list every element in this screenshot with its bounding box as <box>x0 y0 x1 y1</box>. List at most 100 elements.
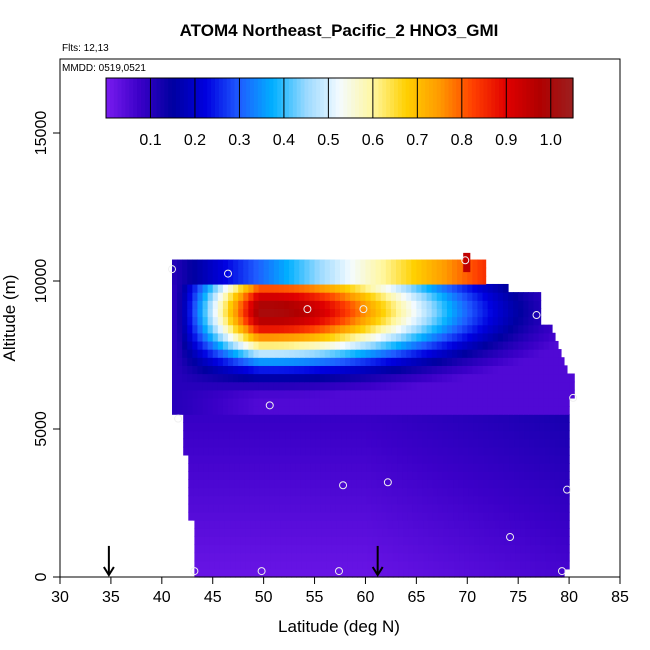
heatmap-cell <box>315 511 322 521</box>
x-tick-label: 50 <box>255 589 273 606</box>
heatmap-cell <box>554 422 561 432</box>
heatmap-cell <box>370 292 377 301</box>
heatmap-cell <box>390 300 397 309</box>
heatmap-cell <box>367 568 374 578</box>
heatmap-cell <box>253 292 260 301</box>
colorbar-segment <box>117 78 123 118</box>
heatmap-cell <box>222 267 229 277</box>
heatmap-cell <box>310 454 317 464</box>
heatmap-cell <box>514 487 520 497</box>
heatmap-cell <box>345 365 351 375</box>
heatmap-cell <box>244 495 250 505</box>
heatmap-cell <box>397 487 403 497</box>
heatmap-cell <box>291 520 297 529</box>
heatmap-cell <box>194 536 201 546</box>
heatmap-cell <box>314 340 321 350</box>
heatmap-cell <box>356 471 362 480</box>
heatmap-cell <box>478 454 485 464</box>
heatmap-cell <box>543 381 550 391</box>
heatmap-cell <box>305 422 312 432</box>
heatmap-cell <box>433 568 440 578</box>
heatmap-cell <box>376 414 383 423</box>
heatmap-cell <box>515 544 521 554</box>
heatmap-cell <box>385 349 392 358</box>
heatmap-cell <box>177 389 183 399</box>
heatmap-cell <box>365 397 372 407</box>
heatmap-cell <box>285 487 291 497</box>
heatmap-cell <box>234 479 240 489</box>
colorbar-segment <box>304 78 309 118</box>
heatmap-cell <box>432 511 439 521</box>
heatmap-cell <box>366 463 373 472</box>
heatmap-cell <box>390 275 397 285</box>
heatmap-cell <box>299 283 305 293</box>
heatmap-cell <box>306 544 313 554</box>
heatmap-cell <box>442 422 449 432</box>
heatmap-cell <box>447 471 454 480</box>
heatmap-cell <box>217 308 224 318</box>
heatmap-cell <box>208 414 215 423</box>
heatmap-cell <box>528 406 535 415</box>
heatmap-cell <box>502 373 509 383</box>
heatmap-cell <box>457 373 463 383</box>
colorbar-segment <box>425 78 430 118</box>
heatmap-cell <box>376 479 383 489</box>
heatmap-cell <box>513 373 519 383</box>
heatmap-cell <box>183 446 189 456</box>
heatmap-cell <box>442 414 449 423</box>
heatmap-cell <box>520 568 526 578</box>
heatmap-cell <box>243 332 249 342</box>
heatmap-cell <box>402 438 408 448</box>
heatmap-cell <box>442 511 449 521</box>
observation-point <box>265 401 274 410</box>
heatmap-cell <box>463 463 469 472</box>
heatmap-cell <box>278 397 285 407</box>
heatmap-cell <box>248 267 255 277</box>
heatmap-cell <box>299 340 305 350</box>
heatmap-cell <box>355 365 361 375</box>
heatmap-cell <box>499 552 506 562</box>
heatmap-cell <box>198 487 205 497</box>
heatmap-cell <box>437 446 444 456</box>
heatmap-cell <box>539 463 546 472</box>
heatmap-cell <box>371 463 378 472</box>
heatmap-cell <box>300 414 306 423</box>
heatmap-cell <box>310 446 317 456</box>
heatmap-cell <box>311 544 318 554</box>
heatmap-cell <box>539 446 546 456</box>
heatmap-cell <box>198 463 205 472</box>
heatmap-cell <box>249 487 256 497</box>
heatmap-cell <box>380 349 387 358</box>
heatmap-cell <box>279 438 286 448</box>
heatmap-cell <box>472 397 479 407</box>
heatmap-cell <box>468 422 474 432</box>
heatmap-cell <box>423 560 430 570</box>
heatmap-cell <box>355 349 361 358</box>
heatmap-cell <box>270 560 277 570</box>
heatmap-cell <box>375 381 382 391</box>
heatmap-cell <box>299 373 305 383</box>
heatmap-cell <box>255 520 262 529</box>
heatmap-cell <box>325 463 332 472</box>
heatmap-cell <box>244 471 250 480</box>
heatmap-cell <box>398 568 404 578</box>
colorbar-segment <box>448 78 453 118</box>
heatmap-cell <box>335 495 342 505</box>
heatmap-cell <box>539 495 546 505</box>
flights-label: Flts: 12,13 <box>62 43 109 54</box>
heatmap-cell <box>487 308 494 318</box>
heatmap-cell <box>492 373 499 383</box>
heatmap-cell <box>397 454 403 464</box>
heatmap-cell <box>396 365 402 375</box>
heatmap-cell <box>565 487 570 497</box>
heatmap-cell <box>380 324 387 334</box>
heatmap-cell <box>324 316 331 326</box>
heatmap-cell <box>172 292 178 301</box>
heatmap-cell <box>258 381 265 391</box>
colorbar-tick-label: 0.3 <box>228 132 250 149</box>
heatmap-cell <box>279 511 286 521</box>
heatmap-cell <box>182 259 188 269</box>
heatmap-cell <box>370 300 377 309</box>
heatmap-cell <box>304 406 311 415</box>
heatmap-cell <box>523 365 529 375</box>
